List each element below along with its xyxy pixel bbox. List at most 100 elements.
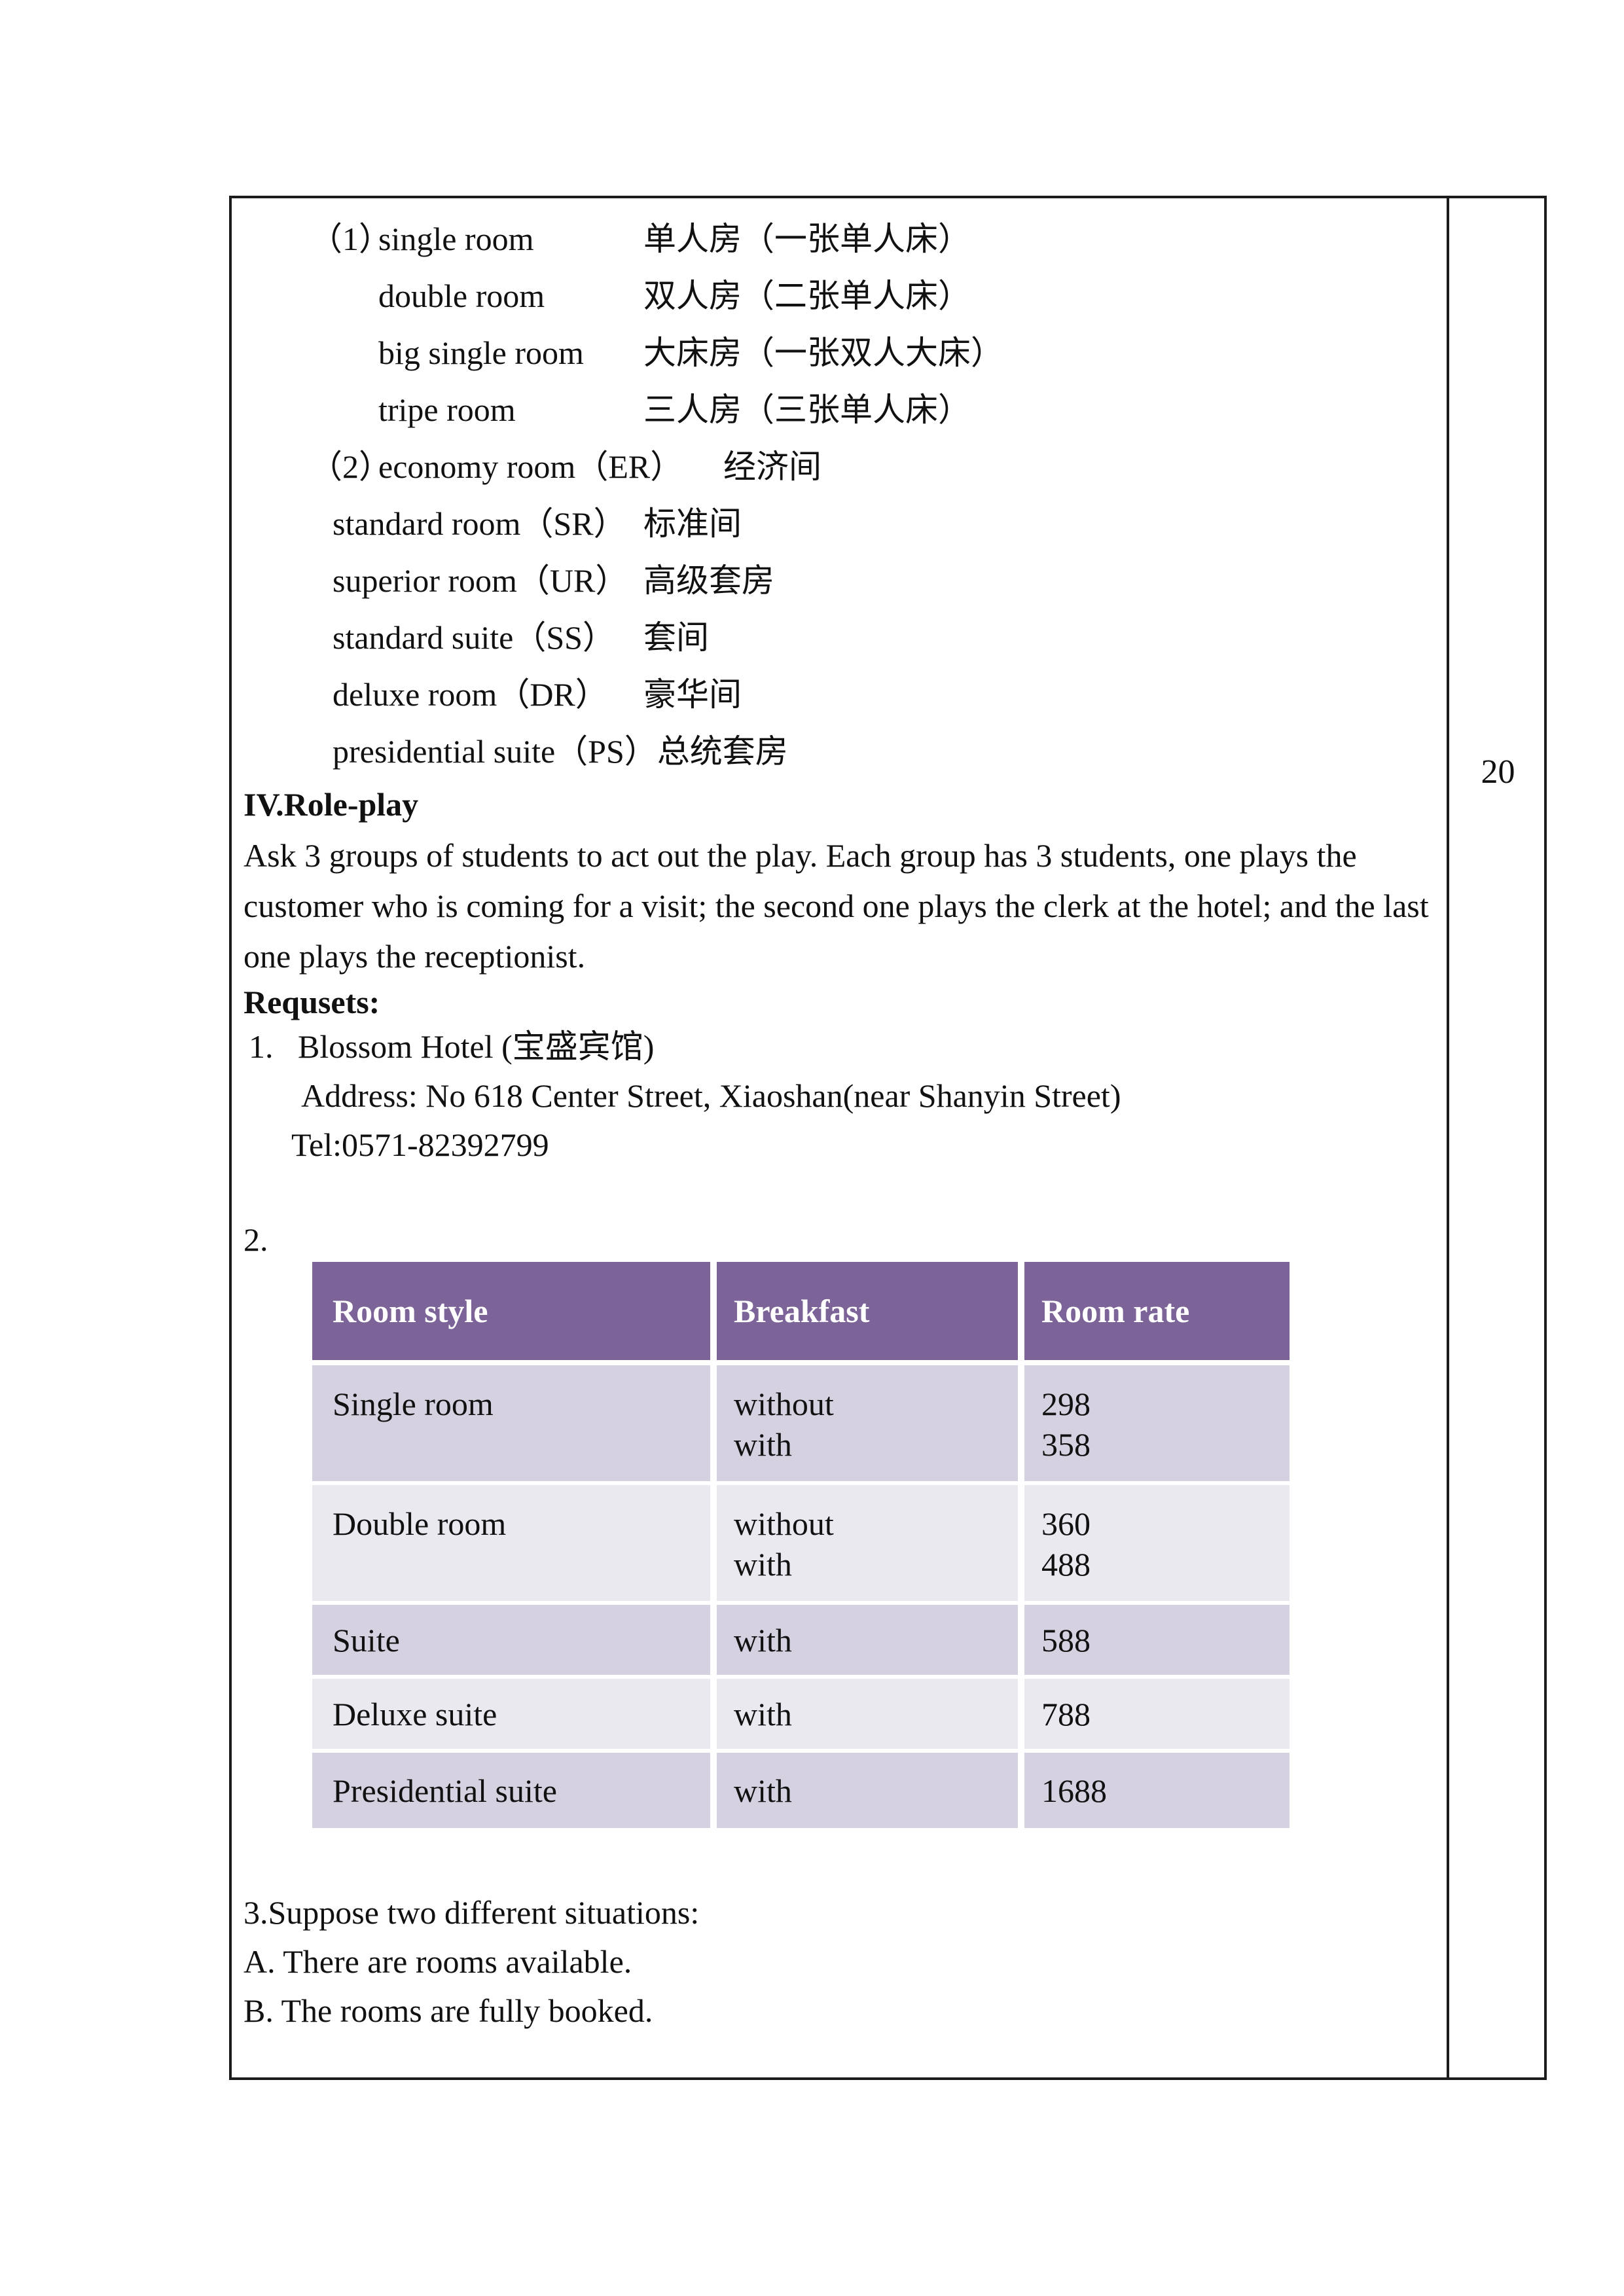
cell-text: Deluxe suite <box>333 1695 497 1732</box>
room-style-cell: Deluxe suite <box>312 1679 710 1749</box>
vocab-number <box>310 276 378 316</box>
vocab-line: double room 双人房（二张单人床） <box>310 276 971 316</box>
breakfast-cell: without with <box>717 1365 1018 1481</box>
vocab-chinese: 总统套房 <box>657 733 788 770</box>
vocab-chinese: 经济间 <box>723 448 821 485</box>
vocab-english: deluxe room（DR） <box>333 676 608 713</box>
cell-text: 588 <box>1041 1621 1091 1659</box>
breakfast-cell: with <box>717 1605 1018 1675</box>
room-rate-cell: 298 358 <box>1024 1365 1290 1481</box>
vocab-english: standard suite（SS） <box>333 619 615 656</box>
score-value: 20 <box>1481 753 1515 791</box>
paragraph-line: customer who is coming for a visit; the … <box>244 888 1429 924</box>
hotel-tel: Tel:0571-82392799 <box>291 1126 549 1163</box>
section-heading-role-play: IV.Role-play <box>244 786 419 823</box>
vocab-number <box>310 674 333 715</box>
vocab-english: presidential suite（PS） <box>333 733 657 770</box>
room-rate-cell: 1688 <box>1024 1753 1290 1828</box>
table-row: Double room without with 360 488 <box>312 1485 1290 1601</box>
cell-text: Single room <box>333 1386 494 1422</box>
room-rate-cell: 360 488 <box>1024 1485 1290 1601</box>
vocab-line: superior room（UR） 高级套房 <box>310 560 774 601</box>
room-rate-cell: 788 <box>1024 1679 1290 1749</box>
role-play-paragraph: Ask 3 groups of students to act out the … <box>244 831 1429 982</box>
breakfast-cell: without with <box>717 1485 1018 1601</box>
room-style-cell: Single room <box>312 1365 710 1481</box>
vocab-line: presidential suite（PS） 总统套房 <box>310 731 788 772</box>
vocab-number <box>310 731 333 772</box>
vocab-line: （1） single room 单人房（一张单人床） <box>310 219 971 259</box>
vocab-english: tripe room <box>378 391 516 428</box>
situations-heading: 3.Suppose two different situations: <box>244 1894 700 1931</box>
table-row: Single room without with 298 358 <box>312 1365 1290 1481</box>
item-number: 1. <box>249 1028 274 1065</box>
item-text: Blossom Hotel (宝盛宾馆) <box>298 1028 655 1065</box>
table-header-room-rate: Room rate <box>1024 1262 1290 1360</box>
paragraph-line: one plays the receptionist. <box>244 938 586 975</box>
cell-text: with <box>734 1546 792 1583</box>
vocab-chinese: 单人房（一张单人床） <box>643 221 971 257</box>
cell-text: Double room <box>333 1505 507 1542</box>
vocab-chinese: 高级套房 <box>643 562 774 599</box>
cell-text: 298 <box>1041 1386 1091 1422</box>
hotel-address: Address: No 618 Center Street, Xiaoshan(… <box>301 1077 1121 1114</box>
cell-text: with <box>734 1695 792 1732</box>
vocab-chinese: 套间 <box>643 619 709 656</box>
vocab-english: superior room（UR） <box>333 562 628 599</box>
room-rate-cell: 588 <box>1024 1605 1290 1675</box>
situation-a: A. There are rooms available. <box>244 1943 632 1980</box>
cell-text: 1688 <box>1041 1772 1107 1809</box>
cell-text: 788 <box>1041 1695 1091 1732</box>
breakfast-cell: with <box>717 1679 1018 1749</box>
cell-text: with <box>734 1621 792 1659</box>
table-row: Presidential suite with 1688 <box>312 1753 1290 1828</box>
vocab-number <box>310 332 378 373</box>
cell-text: 360 <box>1041 1505 1091 1542</box>
cell-text: Presidential suite <box>333 1772 557 1809</box>
vocab-english: big single room <box>378 334 584 371</box>
vocab-english: economy room（ER） <box>378 448 683 485</box>
room-style-cell: Presidential suite <box>312 1753 710 1828</box>
situation-b: B. The rooms are fully booked. <box>244 1992 653 2029</box>
vocab-line: tripe room 三人房（三张单人床） <box>310 389 971 430</box>
table-header-row: Room style Breakfast Room rate <box>312 1262 1290 1360</box>
vocab-line: （2） economy room（ER） 经济间 <box>310 446 821 487</box>
table-row: Suite with 588 <box>312 1605 1290 1675</box>
cell-text: without <box>734 1505 834 1542</box>
table-header-breakfast: Breakfast <box>717 1262 1018 1360</box>
paragraph-line: Ask 3 groups of students to act out the … <box>244 837 1357 874</box>
vocab-chinese: 标准间 <box>643 505 742 542</box>
vocab-english: single room <box>378 221 534 257</box>
cell-text: with <box>734 1772 792 1809</box>
vocab-chinese: 大床房（一张双人大床） <box>643 334 1003 371</box>
vocab-line: standard suite（SS） 套间 <box>310 617 709 658</box>
vocab-number <box>310 560 333 601</box>
vocab-number: （2） <box>310 448 391 485</box>
request-item-2-number: 2. <box>244 1221 268 1258</box>
cell-text: without <box>734 1386 834 1422</box>
vocab-chinese: 豪华间 <box>643 676 742 713</box>
cell-text: 488 <box>1041 1546 1091 1583</box>
table-row: Deluxe suite with 788 <box>312 1679 1290 1749</box>
section-heading-requests: Requsets: <box>244 984 380 1020</box>
vocab-line: big single room 大床房（一张双人大床） <box>310 332 1003 373</box>
room-style-cell: Double room <box>312 1485 710 1601</box>
vocab-number <box>310 503 333 544</box>
breakfast-cell: with <box>717 1753 1018 1828</box>
vocab-line: standard room（SR） 标准间 <box>310 503 742 544</box>
room-style-cell: Suite <box>312 1605 710 1675</box>
room-rate-table: Room style Breakfast Room rate Single ro… <box>312 1262 1290 1832</box>
vocab-chinese: 三人房（三张单人床） <box>643 391 971 428</box>
request-item-1: 1. Blossom Hotel (宝盛宾馆) <box>249 1026 654 1067</box>
vocab-number: （1） <box>310 221 391 257</box>
score-column-divider <box>1447 196 1449 2080</box>
vocab-number <box>310 389 378 430</box>
cell-text: Suite <box>333 1621 400 1659</box>
vocab-english: double room <box>378 278 545 314</box>
cell-text: with <box>734 1426 792 1463</box>
vocab-english: standard room（SR） <box>333 505 626 542</box>
vocab-number <box>310 617 333 658</box>
vocab-line: deluxe room（DR） 豪华间 <box>310 674 742 715</box>
table-header-room-style: Room style <box>312 1262 710 1360</box>
